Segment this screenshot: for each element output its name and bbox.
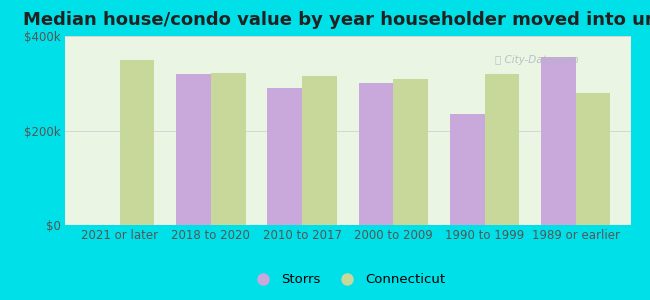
Legend: Storrs, Connecticut: Storrs, Connecticut [250,273,446,286]
Bar [176,74,211,225]
Title: Median house/condo value by year householder moved into unit: Median house/condo value by year househo… [23,11,650,29]
Bar [541,57,576,225]
Bar [211,73,246,225]
Text: ⓘ City-Data.com: ⓘ City-Data.com [495,55,578,65]
Bar [359,83,393,225]
Bar [576,93,610,225]
Bar [484,74,519,225]
Bar [450,114,484,225]
Bar [268,88,302,225]
Bar [393,79,428,225]
Bar [120,60,155,225]
Bar [302,76,337,225]
